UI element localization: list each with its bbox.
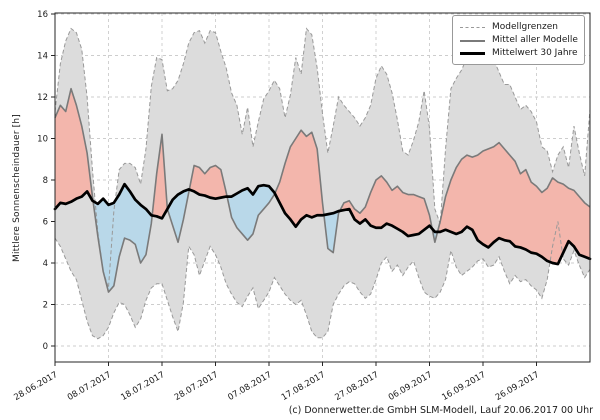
y-axis-title: Mittlere Sonnenscheindauer [h] xyxy=(12,114,22,262)
legend-label: Mittel aller Modelle xyxy=(492,35,578,45)
x-tick-label: 26.09.2017 xyxy=(494,370,541,403)
x-tick-label: 16.09.2017 xyxy=(440,370,487,403)
x-tick-label: 06.09.2017 xyxy=(387,370,434,403)
y-tick-label: 4 xyxy=(43,259,48,269)
above-climate-area xyxy=(274,130,324,227)
x-tick-label: 28.07.2017 xyxy=(173,370,220,403)
climate-mean-line xyxy=(53,182,592,266)
x-tick-label: 27.08.2017 xyxy=(333,370,380,403)
y-tick-label: 6 xyxy=(43,218,48,228)
below-climate-area xyxy=(167,189,190,243)
y-tick-label: 12 xyxy=(37,93,48,103)
y-tick-label: 8 xyxy=(43,176,48,186)
above-climate-area xyxy=(152,134,168,219)
y-tick-label: 2 xyxy=(43,301,48,311)
x-tick-label: 18.07.2017 xyxy=(119,370,166,403)
legend-entry-model-mean: Mittel aller Modelle xyxy=(460,34,578,47)
x-tick-label: 28.06.2017 xyxy=(12,370,59,403)
model-mean-line xyxy=(54,87,591,293)
black-line-icon xyxy=(460,52,485,55)
legend-entry-climate-mean: Mittelwert 30 Jahre xyxy=(460,47,578,60)
below-climate-area xyxy=(93,184,153,293)
model-envelope-area xyxy=(55,28,590,339)
above-climate-area xyxy=(189,165,228,199)
legend-entry-model-bounds: Modellgrenzen xyxy=(460,21,577,34)
gray-line-icon xyxy=(460,39,485,42)
legend-label: Mittelwert 30 Jahre xyxy=(492,48,578,58)
model-lower-bound-line xyxy=(54,221,591,340)
y-tick-label: 10 xyxy=(37,135,48,145)
above-climate-area xyxy=(55,88,94,210)
model-upper-bound-line xyxy=(54,27,591,289)
legend-label: Modellgrenzen xyxy=(492,22,558,32)
x-tick-label: 07.08.2017 xyxy=(226,370,273,403)
legend: Modellgrenzen Mittel aller Modelle Mitte… xyxy=(452,15,585,65)
x-tick-label: 17.08.2017 xyxy=(280,370,327,403)
copyright-text: (c) Donnerwetter.de GmbH SLM-Modell, Lau… xyxy=(288,405,593,416)
x-tick-label: 08.07.2017 xyxy=(66,370,113,403)
y-tick-label: 14 xyxy=(37,52,48,62)
y-tick-label: 16 xyxy=(37,10,48,20)
below-climate-area xyxy=(227,185,275,241)
y-tick-label: 0 xyxy=(43,342,48,352)
dashed-line-icon xyxy=(460,27,485,28)
